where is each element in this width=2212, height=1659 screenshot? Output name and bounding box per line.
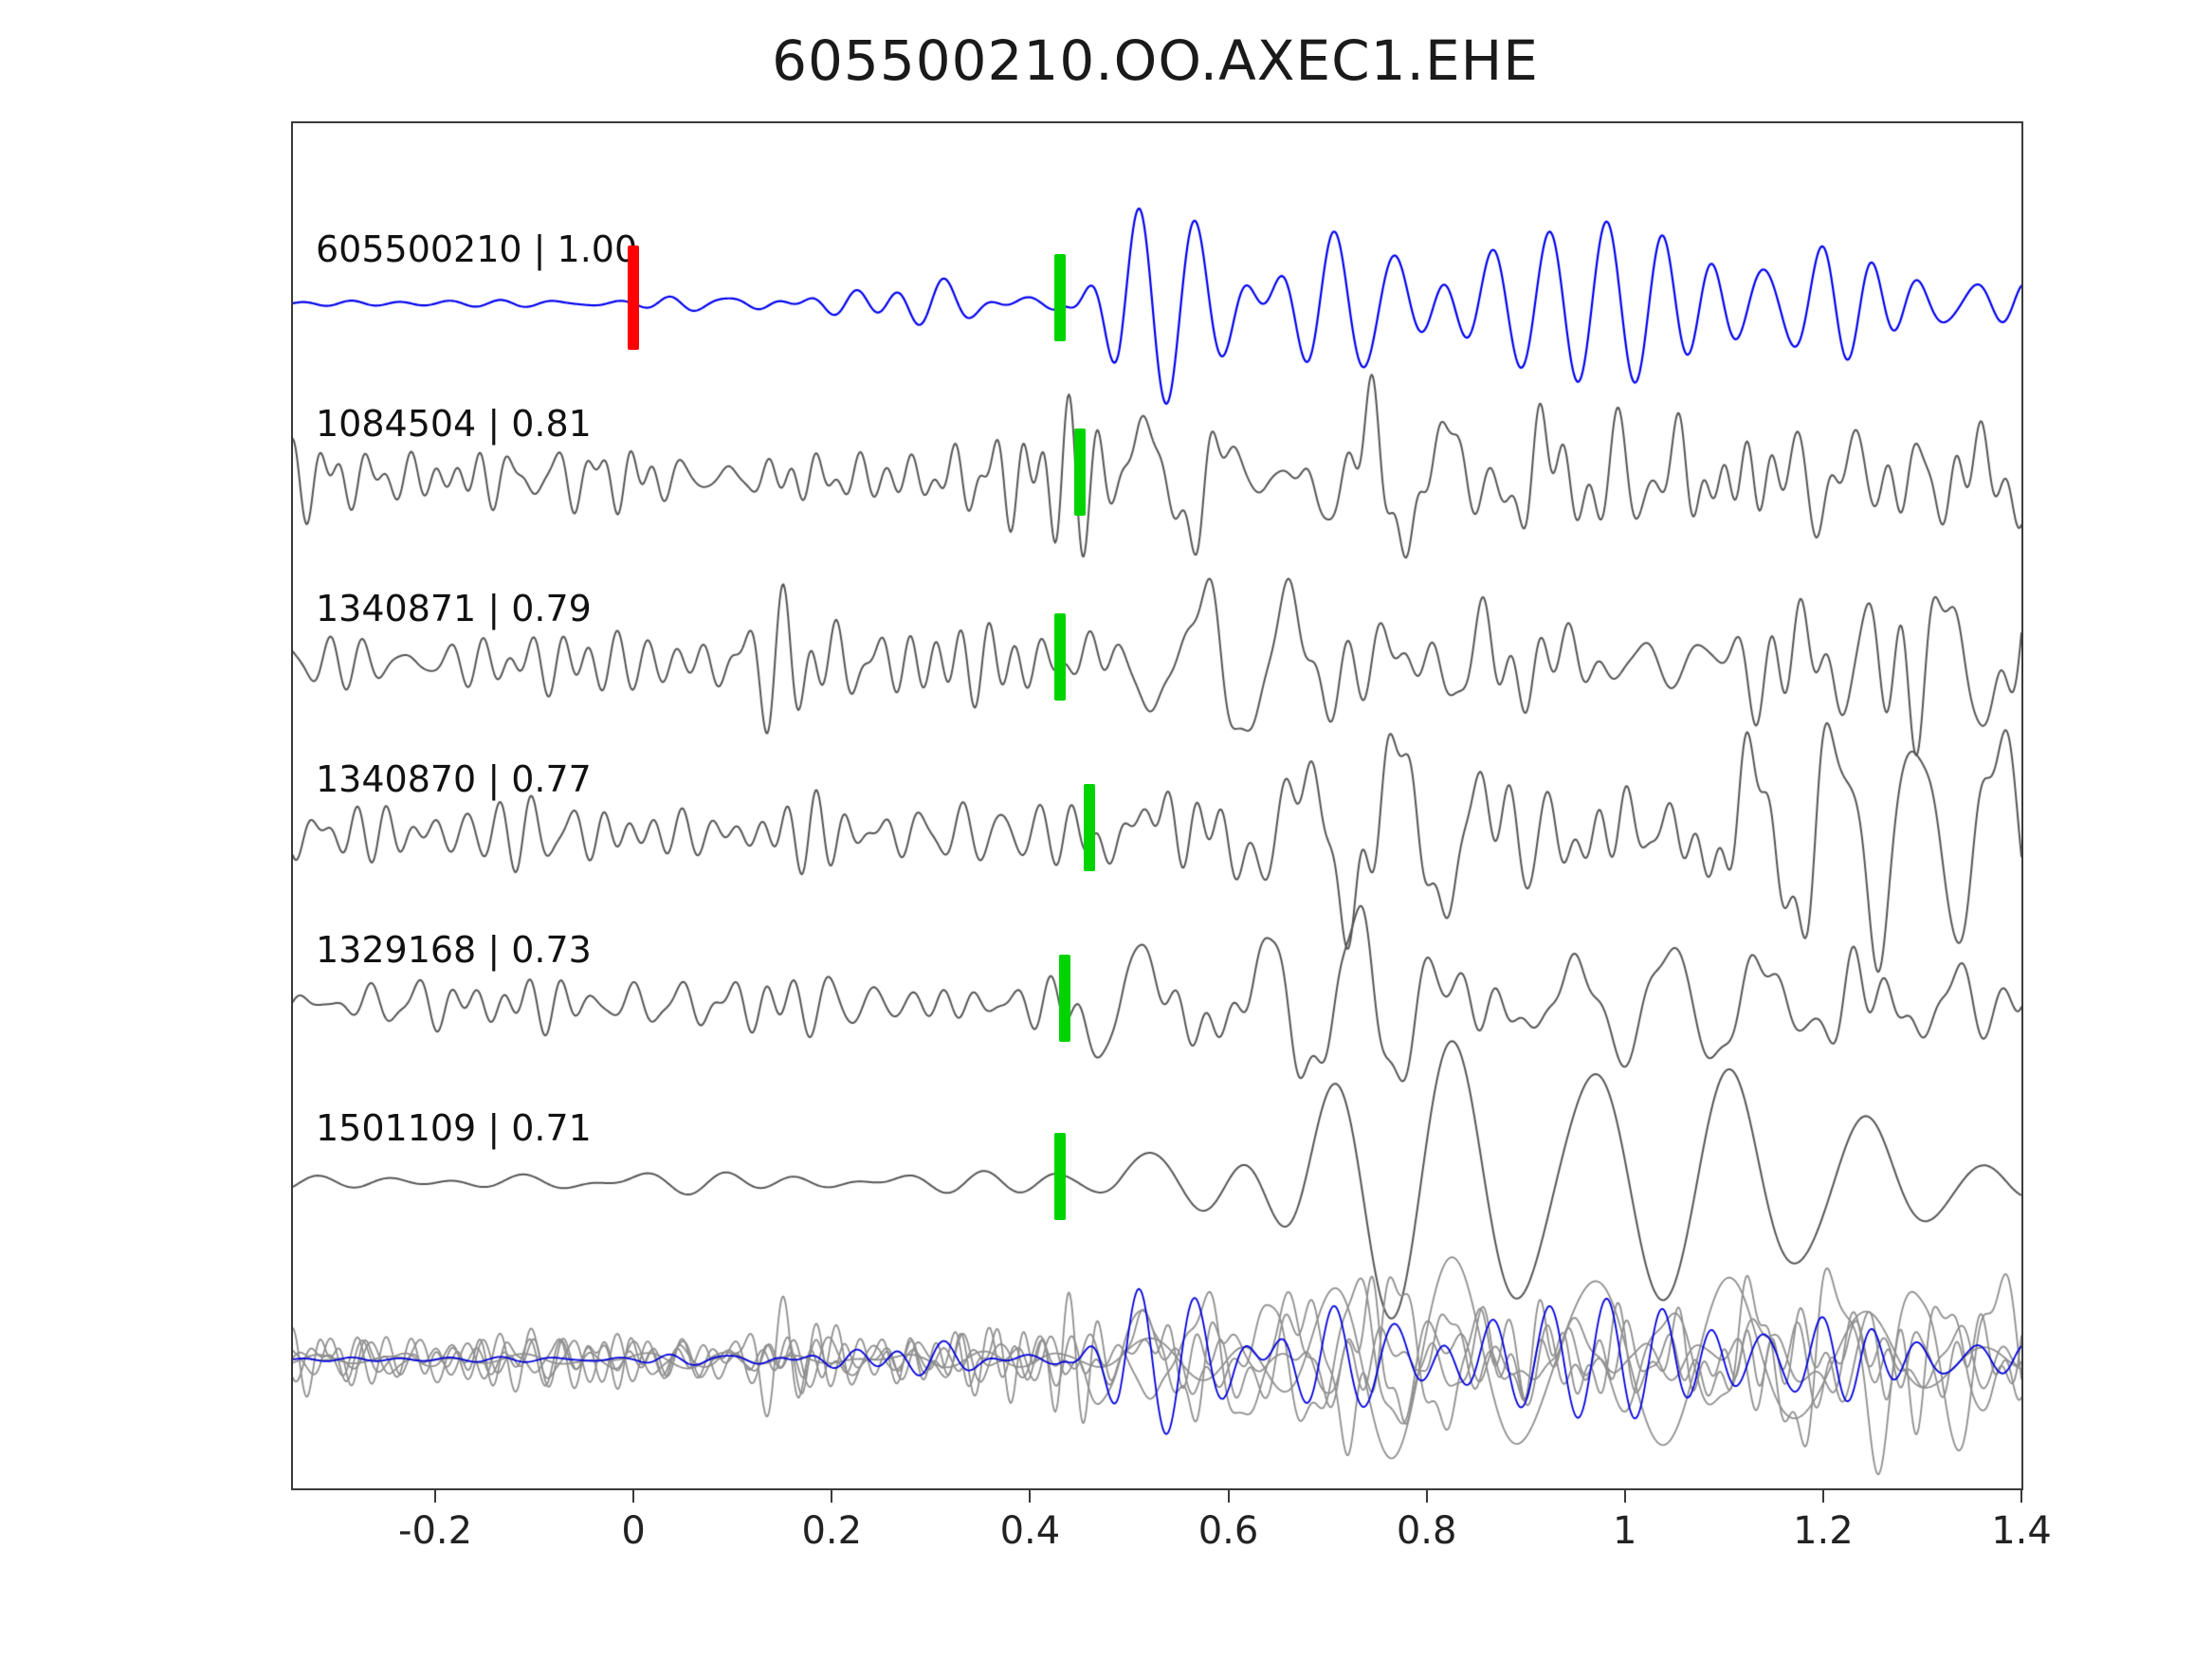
trace-label-1340870: 1340870 | 0.77: [316, 757, 592, 800]
x-tick-mark: [434, 1490, 437, 1503]
x-tick-label: 0: [621, 1509, 646, 1553]
plot-area: 605500210 | 1.00 1084504 | 0.81 1340871 | …: [291, 121, 2023, 1490]
trace-label-605500210: 605500210 | 1.00: [316, 228, 638, 271]
chart-title: 605500210.OO.AXEC1.EHE: [772, 28, 1539, 93]
x-tick-mark: [831, 1490, 833, 1503]
trace-label-1340871: 1340871 | 0.79: [316, 587, 592, 629]
x-tick-mark: [1227, 1490, 1230, 1503]
x-tick-mark: [2020, 1490, 2022, 1503]
x-tick-label: -0.2: [398, 1509, 473, 1553]
trace-label-1329168: 1329168 | 0.73: [316, 928, 592, 971]
x-tick-label: 1.2: [1793, 1509, 1854, 1553]
x-tick-mark: [1821, 1490, 1824, 1503]
x-tick-label: 0.6: [1197, 1509, 1259, 1553]
x-tick-label: 0.2: [801, 1509, 863, 1553]
x-tick-mark: [632, 1490, 635, 1503]
x-tick-label: 0.8: [1396, 1509, 1457, 1553]
pick-marker-1329168: [1058, 954, 1070, 1042]
x-tick-label: 1: [1613, 1509, 1637, 1553]
pick-marker-1340870: [1084, 783, 1096, 871]
pick-marker-1340871: [1053, 612, 1066, 701]
waveform-canvas: [293, 123, 2021, 1488]
pick-marker-605500210: [1053, 254, 1066, 342]
x-tick-mark: [1425, 1490, 1428, 1503]
trace-label-1501109: 1501109 | 0.71: [316, 1107, 592, 1149]
template-time-marker: [628, 246, 640, 351]
x-tick-label: 0.4: [999, 1509, 1061, 1553]
pick-marker-1501109: [1053, 1133, 1066, 1220]
x-tick-label: 1.4: [1991, 1509, 2052, 1553]
x-tick-mark: [1623, 1490, 1626, 1503]
x-tick-mark: [1029, 1490, 1032, 1503]
pick-marker-1084504: [1073, 428, 1086, 516]
trace-label-1084504: 1084504 | 0.81: [316, 402, 592, 445]
